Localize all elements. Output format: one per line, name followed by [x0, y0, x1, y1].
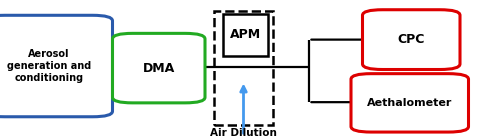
Text: Aerosol
generation and
conditioning: Aerosol generation and conditioning: [6, 49, 91, 83]
FancyBboxPatch shape: [362, 10, 460, 70]
Text: Air Dilution: Air Dilution: [210, 128, 277, 138]
Text: Aethalometer: Aethalometer: [367, 98, 452, 108]
Text: APM: APM: [230, 28, 260, 41]
FancyBboxPatch shape: [351, 74, 469, 132]
FancyBboxPatch shape: [0, 15, 112, 117]
FancyBboxPatch shape: [112, 33, 205, 103]
Text: DMA: DMA: [142, 62, 175, 75]
FancyBboxPatch shape: [222, 14, 268, 56]
Text: CPC: CPC: [398, 33, 425, 46]
